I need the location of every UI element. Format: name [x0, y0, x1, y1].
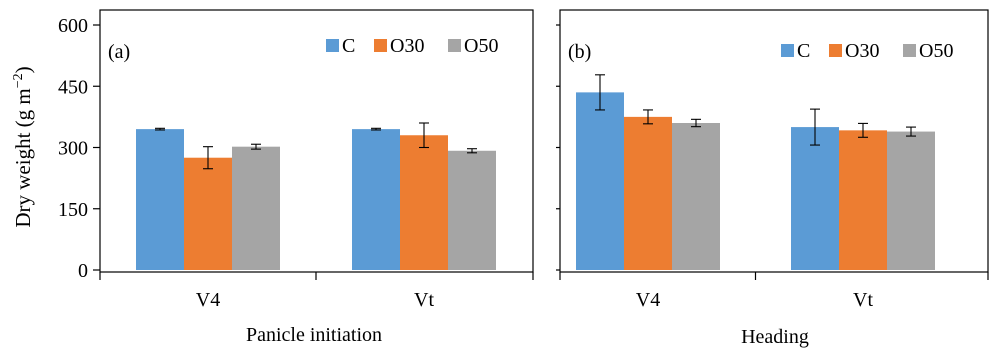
bar-o50-v4 [232, 146, 280, 270]
legend: C O30 O50 [326, 35, 498, 57]
bar-o30-v4 [184, 157, 232, 270]
y-axis-label: Dry weight (g m−2) [11, 66, 35, 227]
x-axis-label: Panicle initiation [246, 324, 382, 346]
legend-label: C [342, 35, 355, 57]
legend-label: O30 [845, 40, 879, 62]
legend: C O30 O50 [781, 40, 953, 62]
panel-frame [559, 9, 989, 273]
chart-panel-1: 0 150 300 450 600 V4 Vt (a) Panicle initiation C O… [58, 9, 534, 346]
bar-c-vt [791, 127, 839, 270]
y-axis-label-close: ) [11, 66, 35, 73]
y-tick-label: 450 [58, 76, 88, 98]
legend-label: O50 [464, 35, 498, 57]
bar-c-v4 [136, 129, 184, 270]
x-tick-label: Vt [414, 289, 434, 311]
bar-o30-vt [400, 135, 448, 270]
y-tick-label: 300 [58, 138, 88, 160]
x-tick-label: Vt [853, 289, 873, 311]
legend-swatch [448, 39, 461, 52]
x-tick-label: V4 [196, 289, 220, 311]
legend-label: C [797, 40, 810, 62]
y-tick-label: 150 [58, 199, 88, 221]
legend-label: O50 [919, 40, 953, 62]
x-axis-label: Heading [741, 326, 809, 348]
bar-o50-v4 [672, 123, 720, 270]
bar-c-vt [352, 129, 400, 270]
legend-swatch [829, 44, 842, 57]
bar-c-v4 [576, 92, 624, 270]
legend-swatch [326, 39, 339, 52]
y-tick-label: 600 [58, 15, 88, 37]
bar-o50-vt [887, 131, 935, 270]
y-axis-label-superscript: −2 [11, 73, 26, 88]
legend-swatch [781, 44, 794, 57]
panel-label: (a) [108, 41, 130, 63]
legend-swatch [374, 39, 387, 52]
legend-swatch [903, 44, 916, 57]
bar-o30-v4 [624, 116, 672, 270]
panel-label: (b) [568, 41, 591, 63]
chart-panels: 0 150 300 450 600 V4 Vt (a) Panicle initiation C O… [58, 9, 989, 348]
chart-panel-2: V4 Vt (b) Heading C O30 O50 [556, 9, 989, 348]
legend-label: O30 [390, 35, 424, 57]
x-tick-label: V4 [636, 289, 660, 311]
bar-o50-vt [448, 150, 496, 270]
y-tick-label: 0 [78, 260, 88, 282]
bar-o30-vt [839, 130, 887, 270]
y-axis-label-main: Dry weight (g m [11, 88, 35, 227]
